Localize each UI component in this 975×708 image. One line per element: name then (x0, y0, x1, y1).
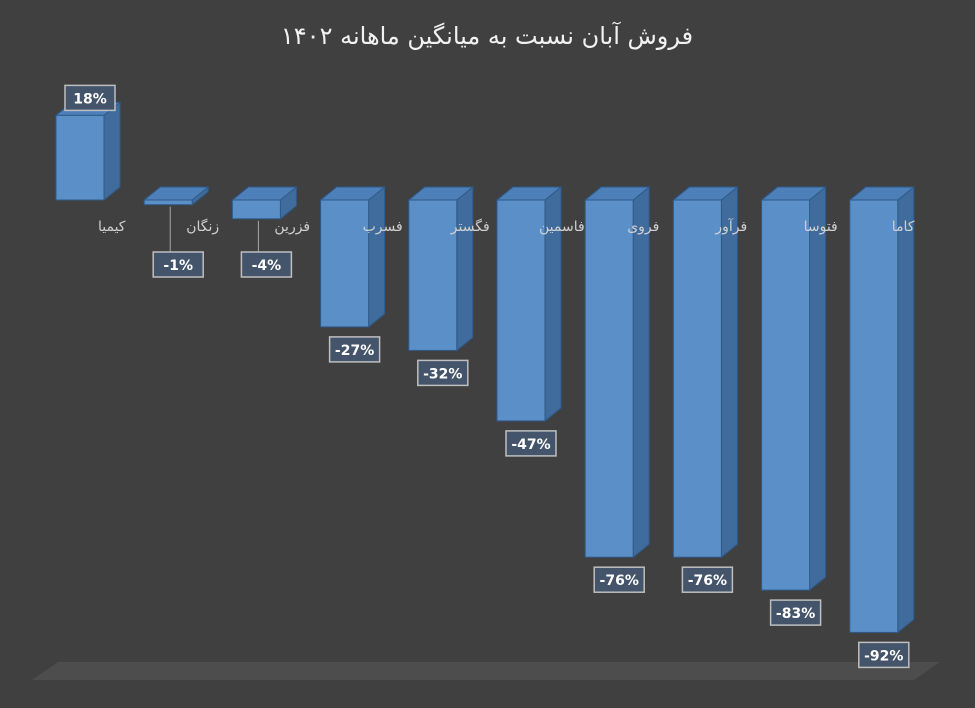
data-label-box (417, 359, 469, 387)
x-tick-label: فرآور (714, 218, 747, 235)
bar-group: فرآور -76% (671, 185, 747, 593)
data-label-box (64, 84, 116, 112)
bar (143, 199, 193, 206)
bar-group: فاسمین -47% (495, 185, 585, 457)
bar-group: فروی -76% (583, 185, 659, 593)
x-tick-label: فروی (627, 219, 659, 235)
bar-side (368, 185, 386, 328)
bar-side (632, 185, 650, 559)
chart-title: فروش آبان نسبت به میانگین ماهانه ۱۴۰۲ (281, 21, 693, 50)
data-label: -76% (688, 573, 727, 589)
bar-side (897, 185, 915, 634)
bar-side (456, 185, 474, 352)
data-label-box (152, 251, 204, 278)
bar-group: فسرب -27% (319, 185, 403, 363)
data-label-box (769, 599, 822, 626)
data-label: -27% (335, 343, 374, 359)
bars-layer: کیمیا 18% زنگان -1% فزرین -4% فسرب -27% فگستر -32… (54, 84, 916, 669)
bar (55, 114, 105, 201)
data-label: -47% (511, 437, 550, 453)
data-label-box (505, 430, 557, 457)
bar (496, 199, 546, 422)
chart-floor (32, 662, 940, 680)
x-tick-label: زنگان (186, 218, 219, 235)
data-label-box (858, 641, 910, 669)
bar-group: فزرین -4% (230, 185, 310, 278)
bar (849, 199, 899, 633)
data-label: -1% (163, 258, 193, 274)
bar-group: فگستر -32% (407, 185, 490, 387)
bar-group: زنگان -1% (142, 185, 219, 278)
x-tick-label: کیمیا (98, 219, 126, 235)
data-label-box (240, 251, 293, 278)
bar (761, 199, 811, 591)
bar-side (720, 185, 738, 559)
bar (408, 199, 458, 351)
x-tick-label: فسرب (363, 219, 403, 235)
bar (320, 199, 370, 328)
bar (672, 199, 722, 558)
data-label-box (593, 566, 645, 593)
bar (584, 199, 634, 558)
data-label: -32% (423, 366, 462, 382)
x-tick-label: فزرین (274, 219, 310, 235)
bar-group: کاما -92% (848, 185, 916, 669)
data-label: -83% (776, 606, 815, 622)
bar (231, 199, 281, 220)
x-tick-label: فتوسا (804, 219, 838, 235)
x-tick-label: فگستر (450, 218, 490, 235)
data-label: -4% (252, 258, 282, 274)
bar-group: فتوسا -83% (760, 185, 838, 626)
data-label: 18% (73, 91, 107, 107)
data-label: -76% (600, 573, 639, 589)
bar-side (809, 185, 827, 592)
x-tick-label: فاسمین (539, 219, 585, 235)
bar-side (103, 101, 121, 202)
data-label-box (681, 566, 734, 593)
x-tick-label: کاما (892, 219, 915, 235)
bar-group: کیمیا 18% (54, 84, 126, 235)
data-label: -92% (864, 648, 903, 664)
data-label-box (328, 336, 381, 363)
